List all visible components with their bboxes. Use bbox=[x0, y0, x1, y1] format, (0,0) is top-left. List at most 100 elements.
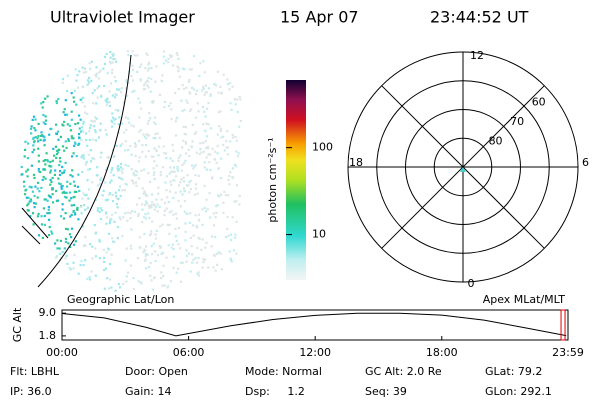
mlt-label: 18 bbox=[349, 156, 363, 169]
pixel bbox=[189, 109, 192, 112]
pixel bbox=[196, 226, 199, 229]
pixel bbox=[84, 194, 87, 197]
pixel bbox=[45, 152, 48, 155]
pixel bbox=[147, 61, 151, 64]
pixel bbox=[157, 186, 160, 189]
pixel bbox=[143, 248, 146, 251]
pixel bbox=[180, 178, 183, 181]
pixel bbox=[173, 170, 176, 173]
pixel bbox=[169, 166, 172, 169]
pixel bbox=[204, 140, 207, 143]
pixel bbox=[110, 286, 113, 289]
pixel bbox=[111, 112, 114, 115]
pixel bbox=[82, 120, 85, 123]
pixel bbox=[44, 198, 47, 201]
pixel bbox=[230, 238, 233, 242]
pixel bbox=[236, 98, 239, 101]
pixel bbox=[196, 246, 199, 250]
pixel bbox=[41, 236, 44, 239]
pixel bbox=[122, 131, 125, 134]
pixel bbox=[42, 121, 45, 124]
pixel bbox=[174, 120, 177, 123]
pixel bbox=[50, 180, 53, 183]
pixel bbox=[182, 139, 185, 142]
pixel bbox=[66, 123, 69, 126]
pixel bbox=[33, 140, 36, 143]
pixel bbox=[102, 67, 105, 70]
pixel bbox=[95, 102, 98, 105]
pixel bbox=[68, 124, 71, 127]
pixel bbox=[213, 253, 216, 256]
pixel bbox=[130, 75, 133, 78]
pixel bbox=[55, 100, 58, 103]
pixel bbox=[24, 140, 27, 143]
pixel bbox=[59, 160, 62, 163]
pixel bbox=[191, 253, 194, 256]
pixel bbox=[214, 84, 217, 87]
pixel bbox=[65, 113, 69, 116]
pixel bbox=[98, 85, 101, 88]
pixel bbox=[135, 174, 138, 177]
pixel bbox=[165, 156, 168, 160]
pixel bbox=[197, 271, 200, 274]
pixel bbox=[141, 144, 144, 147]
pixel bbox=[66, 74, 69, 77]
pixel bbox=[78, 70, 81, 73]
pixel bbox=[193, 165, 196, 168]
pixel bbox=[144, 81, 147, 84]
pixel bbox=[150, 67, 153, 70]
pixel bbox=[105, 133, 108, 136]
pixel bbox=[219, 252, 222, 255]
pixel bbox=[141, 208, 144, 211]
pixel bbox=[74, 213, 77, 216]
pixel bbox=[24, 193, 27, 196]
pixel bbox=[144, 255, 147, 258]
pixel bbox=[43, 214, 46, 218]
pixel bbox=[91, 257, 94, 260]
pixel bbox=[164, 59, 168, 62]
pixel bbox=[70, 137, 73, 140]
pixel bbox=[108, 100, 111, 104]
pixel bbox=[172, 64, 175, 67]
pixel bbox=[179, 280, 183, 283]
pixel bbox=[191, 123, 194, 126]
pixel bbox=[184, 133, 187, 136]
pixel bbox=[214, 235, 217, 239]
uv-image bbox=[20, 50, 242, 292]
pixel bbox=[117, 283, 120, 286]
pixel bbox=[231, 85, 234, 88]
pixel bbox=[102, 248, 105, 251]
pixel bbox=[177, 57, 180, 60]
pixel bbox=[148, 112, 151, 115]
pixel bbox=[107, 193, 111, 196]
pixel bbox=[147, 134, 150, 137]
pixel bbox=[138, 236, 141, 239]
pixel bbox=[94, 73, 97, 77]
pixel bbox=[198, 74, 201, 77]
pixel bbox=[94, 116, 97, 119]
pixel bbox=[99, 177, 103, 180]
pixel bbox=[177, 87, 180, 91]
pixel bbox=[103, 84, 106, 87]
pixel bbox=[155, 149, 158, 152]
pixel bbox=[234, 165, 238, 168]
pixel bbox=[209, 94, 212, 97]
pixel bbox=[206, 145, 209, 149]
pixel bbox=[59, 183, 62, 186]
pixel bbox=[163, 209, 166, 212]
pixel bbox=[169, 54, 172, 57]
pixel bbox=[169, 190, 172, 193]
pixel bbox=[169, 280, 172, 283]
pixel bbox=[70, 135, 73, 138]
pixel bbox=[44, 97, 47, 100]
pixel bbox=[48, 164, 51, 168]
pixel bbox=[40, 186, 43, 189]
pixel bbox=[175, 117, 178, 120]
pixel bbox=[190, 108, 193, 111]
pixel bbox=[89, 124, 92, 127]
pixel bbox=[150, 245, 153, 248]
alt-left-label: Geographic Lat/Lon bbox=[67, 293, 174, 306]
mlt-label: 6 bbox=[582, 156, 589, 169]
pixel bbox=[130, 168, 133, 171]
